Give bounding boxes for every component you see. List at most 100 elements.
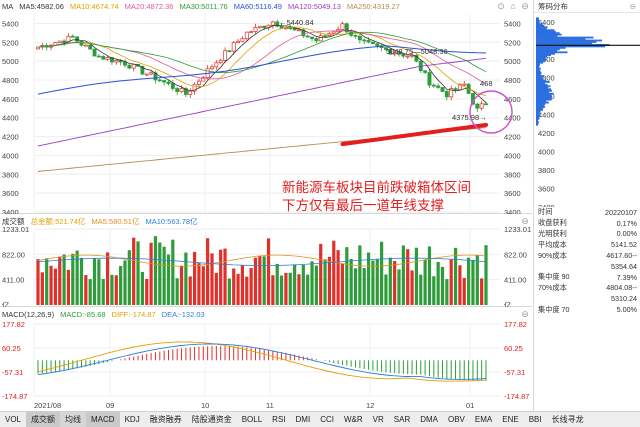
indicator-tab[interactable]: DMI	[295, 414, 311, 424]
collapse-icon[interactable]: ⊖	[521, 216, 529, 226]
candle-body	[314, 38, 319, 42]
volume-bar	[366, 252, 371, 305]
close-icon[interactable]: ⊖	[629, 1, 636, 11]
candle-body	[436, 85, 441, 88]
macd-chart[interactable]: 177.82 177.82 60.25 60.25 -57.31 -57.31 -174.8…	[0, 308, 532, 411]
y-tick-label: -57.31	[2, 368, 23, 377]
indicator-tab[interactable]: 成交额	[26, 412, 61, 427]
candle-body	[423, 70, 428, 73]
volume-bar	[114, 275, 118, 305]
candle-body	[366, 40, 371, 43]
indicator-tab[interactable]: MACD	[86, 412, 120, 427]
candle-body	[214, 62, 219, 68]
candle-body	[109, 57, 114, 63]
chip-stats: 时间 20220107 收盘获利 0.17% 光明获利 0.00% 平均成本 5141.52 9…	[534, 207, 640, 315]
volume-bar	[227, 278, 231, 305]
indicator-tab[interactable]: W&R	[343, 414, 363, 424]
candle-body	[170, 83, 175, 89]
chip-bar	[536, 42, 593, 45]
chip-bar	[536, 91, 550, 94]
indicator-tab[interactable]: CCI	[320, 414, 334, 424]
volume-bar	[171, 239, 175, 305]
volume-chart-panel[interactable]: 成交额 总金额:521.74亿 MA5:580.51亿 MA10:563.78亿 ⊖ …	[0, 215, 532, 307]
chip-bar	[536, 49, 558, 52]
indicator-tab[interactable]: BBI	[528, 414, 542, 424]
indicator-tab[interactable]: VOL	[5, 414, 22, 424]
legend-item: MA5:4582.06	[19, 1, 64, 11]
volume-bar	[371, 260, 375, 305]
indicator-tab[interactable]: KDJ	[124, 414, 140, 424]
volume-bar	[419, 274, 423, 305]
indicator-tab[interactable]: 长线寻龙	[551, 414, 584, 424]
x-axis-label: 11	[266, 401, 274, 410]
candle-body	[362, 39, 367, 42]
indicator-tab[interactable]: 陆股通资金	[191, 414, 232, 424]
overlay-annotation-text: 新能源车板块目前跌破箱体区间	[282, 179, 471, 195]
volume-bar	[136, 241, 140, 305]
collapse-icon[interactable]: ⊖	[521, 1, 529, 11]
candle-body	[318, 35, 323, 42]
volume-bar	[210, 253, 214, 305]
indicator-tab[interactable]: OBV	[448, 414, 465, 424]
volume-bar	[62, 254, 66, 305]
indicator-tab[interactable]: 融资融券	[149, 414, 182, 424]
volume-bar	[192, 251, 197, 305]
indicator-tab[interactable]: EMA	[474, 414, 493, 424]
ma60-line	[37, 45, 486, 95]
y-tick-label: 亿	[504, 300, 512, 307]
candle-body	[236, 40, 241, 44]
indicator-tab[interactable]: RSI	[272, 414, 286, 424]
volume-bar	[223, 248, 227, 305]
indicator-tab[interactable]: 均线	[60, 412, 87, 427]
legend-item: MA250:4319.27	[346, 1, 400, 11]
chip-stat-label: 收盘获利	[538, 218, 567, 228]
price-candlestick-chart[interactable]: 5400 5400 5200 5200 5000 5000 4800 4800 4600 4600…	[0, 0, 532, 214]
volume-bar	[262, 256, 266, 305]
ma10-line	[37, 26, 487, 97]
volume-bar	[166, 254, 171, 305]
chip-y-tick: 4800	[538, 74, 555, 83]
expand-icon[interactable]: ⊙	[497, 1, 505, 11]
macd-chart-panel[interactable]: MACD(12,26,9) MACD:-85.68 DIFF:-174.87 DEA:…	[0, 308, 532, 411]
volume-bar-chart[interactable]: 1233.01 1233.01 822.00 822.00 411.00 411.00 亿 亿	[0, 215, 532, 307]
chip-bar	[536, 35, 558, 37]
volume-bar	[345, 247, 349, 305]
price-chart-panel[interactable]: MA MA5:4582.06 MA10:4674.74 MA20:4872.36 MA3…	[0, 0, 532, 214]
volume-bar	[179, 265, 184, 305]
candle-body	[431, 84, 436, 87]
chip-bar	[536, 109, 543, 111]
chip-bar	[536, 26, 548, 29]
chip-bar	[536, 24, 545, 27]
y-tick-label: 177.82	[504, 320, 527, 329]
price-legend: MA MA5:4582.06 MA10:4674.74 MA20:4872.36 MA3…	[0, 0, 400, 12]
volume-bar	[375, 259, 379, 305]
volume-bar	[71, 253, 75, 305]
volume-bar	[410, 270, 414, 305]
chip-stat-value: 7.39%	[616, 272, 637, 282]
candle-body	[244, 31, 249, 40]
chip-distribution-chart: 5400520050004800460044004200400038003600…	[536, 17, 640, 207]
indicator-tab[interactable]: SAR	[393, 414, 411, 424]
y-tick-label: 5200	[504, 38, 521, 47]
legend-item: MA10:563.78亿	[145, 216, 198, 226]
candle-body	[453, 88, 458, 91]
candle-body	[479, 103, 484, 109]
candle-body	[427, 72, 432, 86]
volume-bar	[175, 278, 179, 305]
volume-bar	[467, 257, 471, 305]
volume-bar	[362, 268, 366, 305]
indicator-tab[interactable]: VR	[372, 414, 384, 424]
collapse-icon[interactable]: ⊖	[521, 309, 529, 319]
indicator-tab[interactable]: ENE	[502, 414, 519, 424]
volume-bar	[284, 272, 288, 305]
candle-body	[253, 27, 258, 32]
volume-bar	[201, 266, 205, 305]
chip-bar	[536, 92, 554, 95]
y-tick-label: 5000	[504, 57, 521, 66]
indicator-tab[interactable]: DMA	[420, 414, 438, 424]
indicator-tab[interactable]: BOLL	[241, 414, 263, 424]
settings-icon[interactable]: ⌂	[510, 1, 516, 11]
volume-bar	[53, 268, 57, 305]
chip-bar	[536, 101, 549, 104]
candle-body	[388, 49, 393, 55]
